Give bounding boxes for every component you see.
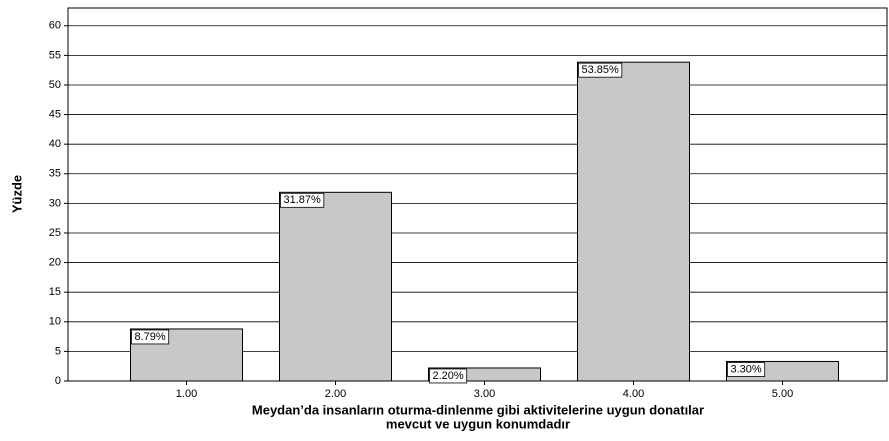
value-label: 2.20%: [433, 370, 464, 382]
y-tick-label: 50: [49, 79, 61, 91]
x-tick-label: 5.00: [772, 388, 793, 400]
y-tick-label: 10: [49, 316, 61, 328]
y-tick-label: 55: [49, 49, 61, 61]
value-label: 53.85%: [582, 64, 620, 76]
value-label-box: [727, 362, 766, 377]
y-tick-label: 5: [55, 345, 61, 357]
plot-frame: [67, 7, 888, 382]
y-tick-label: 40: [49, 138, 61, 150]
y-axis-label: Yüzde: [9, 175, 24, 213]
value-label-box: [578, 62, 623, 78]
x-axis-label: mevcut ve uygun konumdadır: [386, 416, 570, 431]
value-label-box: [131, 329, 170, 345]
y-tick-label: 30: [49, 197, 61, 209]
x-axis-label: Meydan’da insanların oturma-dinlenme gib…: [252, 402, 704, 417]
value-label-box: [280, 192, 325, 208]
value-label: 8.79%: [135, 331, 166, 343]
y-tick-label: 45: [49, 108, 61, 120]
y-tick-label: 20: [49, 256, 61, 268]
y-tick-label: 35: [49, 168, 61, 180]
x-tick-label: 4.00: [623, 388, 644, 400]
x-tick-label: 2.00: [325, 388, 346, 400]
x-tick-label: 1.00: [176, 388, 197, 400]
x-tick-label: 3.00: [474, 388, 495, 400]
y-tick-label: 60: [49, 20, 61, 32]
bar: [577, 61, 690, 382]
value-label-box: [429, 368, 468, 384]
y-tick-label: 25: [49, 227, 61, 239]
value-label: 3.30%: [731, 363, 762, 375]
y-tick-label: 0: [55, 375, 61, 387]
bar: [279, 191, 392, 382]
y-tick-label: 15: [49, 286, 61, 298]
value-label: 31.87%: [284, 194, 322, 206]
